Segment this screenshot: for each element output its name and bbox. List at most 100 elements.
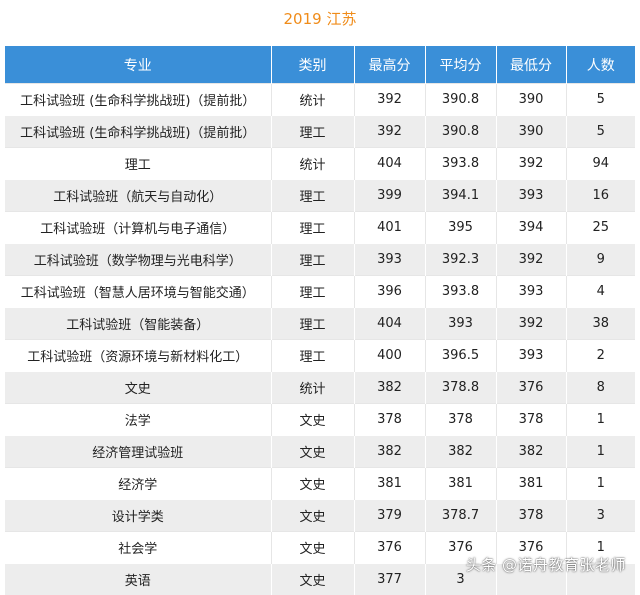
- cell-category: 理工: [271, 212, 354, 244]
- cell-min-score: 378: [496, 404, 566, 436]
- cell-max-score: 377: [354, 564, 425, 595]
- cell-min-score: 390: [496, 116, 566, 148]
- cell-max-score: 404: [354, 148, 425, 180]
- header-avg-score: 平均分: [425, 46, 496, 84]
- cell-category: 理工: [271, 244, 354, 276]
- cell-category: 统计: [271, 372, 354, 404]
- cell-max-score: 376: [354, 532, 425, 564]
- cell-count: 1: [566, 436, 635, 468]
- cell-major: 理工: [5, 148, 271, 180]
- cell-major: 工科试验班（计算机与电子通信）: [5, 212, 271, 244]
- cell-min-score: 390: [496, 84, 566, 116]
- cell-category: 文史: [271, 500, 354, 532]
- cell-major: 社会学: [5, 532, 271, 564]
- cell-avg-score: 390.8: [425, 84, 496, 116]
- cell-category: 理工: [271, 180, 354, 212]
- watermark: 头条 @诺舟教育张老师: [466, 554, 626, 575]
- cell-count: 38: [566, 308, 635, 340]
- cell-major: 英语: [5, 564, 271, 595]
- cell-max-score: 396: [354, 276, 425, 308]
- cell-max-score: 392: [354, 116, 425, 148]
- cell-min-score: 394: [496, 212, 566, 244]
- cell-max-score: 400: [354, 340, 425, 372]
- cell-major: 工科试验班（智慧人居环境与智能交通）: [5, 276, 271, 308]
- header-max-score: 最高分: [354, 46, 425, 84]
- cell-category: 文史: [271, 436, 354, 468]
- cell-avg-score: 382: [425, 436, 496, 468]
- cell-max-score: 393: [354, 244, 425, 276]
- cell-category: 理工: [271, 340, 354, 372]
- cell-max-score: 381: [354, 468, 425, 500]
- cell-avg-score: 393.8: [425, 148, 496, 180]
- cell-min-score: 393: [496, 276, 566, 308]
- cell-min-score: 393: [496, 340, 566, 372]
- cell-max-score: 401: [354, 212, 425, 244]
- cell-avg-score: 378.8: [425, 372, 496, 404]
- header-min-score: 最低分: [496, 46, 566, 84]
- cell-major: 工科试验班 (生命科学挑战班)（提前批）: [5, 116, 271, 148]
- cell-category: 理工: [271, 276, 354, 308]
- cell-avg-score: 393: [425, 308, 496, 340]
- cell-avg-score: 393.8: [425, 276, 496, 308]
- cell-max-score: 379: [354, 500, 425, 532]
- cell-max-score: 392: [354, 84, 425, 116]
- cell-major: 法学: [5, 404, 271, 436]
- cell-major: 工科试验班 (生命科学挑战班)（提前批）: [5, 84, 271, 116]
- cell-count: 1: [566, 404, 635, 436]
- header-category: 类别: [271, 46, 354, 84]
- cell-major: 经济管理试验班: [5, 436, 271, 468]
- cell-count: 1: [566, 468, 635, 500]
- cell-min-score: 381: [496, 468, 566, 500]
- cell-count: 5: [566, 116, 635, 148]
- table-header-row: 专业 类别 最高分 平均分 最低分 人数: [5, 46, 635, 84]
- header-major: 专业: [5, 46, 271, 84]
- cell-count: 9: [566, 244, 635, 276]
- cell-category: 文史: [271, 532, 354, 564]
- cell-count: 94: [566, 148, 635, 180]
- cell-major: 工科试验班（航天与自动化）: [5, 180, 271, 212]
- cell-category: 理工: [271, 116, 354, 148]
- cell-max-score: 382: [354, 372, 425, 404]
- cell-min-score: 376: [496, 372, 566, 404]
- cell-count: 5: [566, 84, 635, 116]
- cell-major: 文史: [5, 372, 271, 404]
- cell-major: 工科试验班（资源环境与新材料化工）: [5, 340, 271, 372]
- cell-min-score: 382: [496, 436, 566, 468]
- cell-max-score: 404: [354, 308, 425, 340]
- cell-category: 统计: [271, 84, 354, 116]
- cell-max-score: 382: [354, 436, 425, 468]
- cell-avg-score: 390.8: [425, 116, 496, 148]
- cell-major: 经济学: [5, 468, 271, 500]
- cell-count: 2: [566, 340, 635, 372]
- cell-avg-score: 378.7: [425, 500, 496, 532]
- cell-min-score: 392: [496, 148, 566, 180]
- cell-major: 工科试验班（智能装备）: [5, 308, 271, 340]
- cell-min-score: 378: [496, 500, 566, 532]
- cell-avg-score: 395: [425, 212, 496, 244]
- cell-max-score: 399: [354, 180, 425, 212]
- cell-category: 文史: [271, 404, 354, 436]
- cell-avg-score: 396.5: [425, 340, 496, 372]
- score-table: 专业 类别 最高分 平均分 最低分 人数 工科试验班 (生命科学挑战班)（提前批…: [5, 46, 635, 595]
- cell-category: 文史: [271, 468, 354, 500]
- cell-count: 25: [566, 212, 635, 244]
- cell-category: 文史: [271, 564, 354, 595]
- cell-count: 16: [566, 180, 635, 212]
- cell-count: 4: [566, 276, 635, 308]
- cell-major: 设计学类: [5, 500, 271, 532]
- cell-max-score: 378: [354, 404, 425, 436]
